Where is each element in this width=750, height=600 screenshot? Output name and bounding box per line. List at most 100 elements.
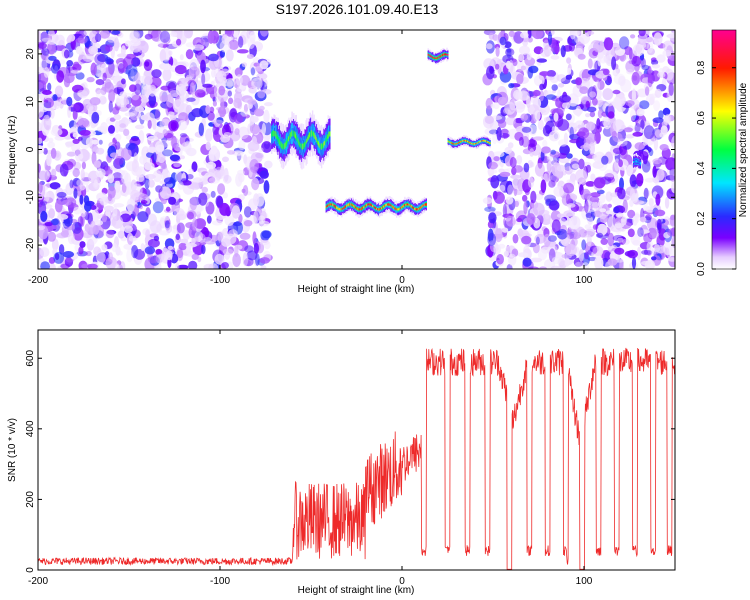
signal-cell — [434, 57, 436, 59]
signal-cell — [459, 141, 461, 144]
noise-cell — [62, 251, 75, 258]
noise-cell — [114, 133, 122, 141]
noise-cell — [497, 96, 507, 105]
noise-cell — [648, 198, 654, 207]
noise-cell — [601, 155, 609, 165]
signal-cell — [405, 203, 408, 206]
noise-cell — [509, 99, 517, 111]
noise-cell — [157, 38, 164, 48]
signal-cell — [337, 207, 340, 210]
noise-cell — [607, 232, 615, 247]
noise-cell — [125, 135, 131, 140]
noise-cell — [610, 250, 616, 261]
noise-cell — [192, 217, 198, 231]
noise-cell — [587, 58, 593, 69]
noise-cell — [63, 49, 70, 59]
noise-cell — [543, 117, 549, 123]
noise-cell — [43, 147, 48, 155]
noise-cell — [531, 30, 544, 40]
noise-cell — [527, 176, 535, 188]
noise-cell — [578, 249, 584, 262]
signal-cell — [454, 143, 457, 145]
signal-cell — [373, 205, 375, 208]
noise-cell — [198, 192, 208, 206]
noise-cell — [243, 206, 252, 218]
noise-cell — [38, 66, 46, 75]
noise-cell — [171, 135, 178, 149]
noise-cell — [496, 253, 504, 265]
noise-cell — [260, 265, 267, 269]
noise-cell — [622, 199, 628, 213]
signal-cell — [336, 206, 338, 209]
noise-cell — [114, 180, 121, 193]
signal-cell — [275, 132, 278, 139]
noise-cell — [639, 100, 650, 110]
noise-cell — [69, 179, 74, 189]
noise-cell — [222, 228, 230, 237]
signal-cell — [316, 138, 319, 144]
signal-cell — [337, 207, 339, 210]
noise-cell — [546, 155, 553, 160]
noise-cell — [631, 256, 637, 269]
noise-cell — [160, 162, 167, 170]
noise-cell — [165, 206, 171, 212]
noise-cell — [222, 192, 228, 199]
noise-cell — [614, 247, 625, 255]
noise-cell — [579, 86, 589, 94]
noise-cell — [180, 155, 185, 160]
signal-cell — [342, 207, 345, 210]
signal-cell — [472, 143, 475, 145]
noise-cell — [41, 124, 50, 136]
noise-cell — [79, 194, 84, 205]
noise-cell — [534, 110, 541, 121]
signal-cell — [454, 143, 456, 145]
noise-cell — [130, 189, 141, 201]
noise-cell — [72, 132, 78, 138]
noise-cell — [71, 221, 83, 234]
noise-cell — [264, 102, 273, 107]
noise-cell — [637, 227, 644, 238]
signal-cell — [290, 132, 292, 137]
noise-cell — [95, 79, 105, 86]
noise-cell — [90, 62, 97, 76]
noise-cell — [622, 238, 630, 245]
signal-cell — [280, 140, 282, 147]
signal-cell — [486, 140, 488, 143]
signal-cell — [387, 203, 389, 206]
snr-y-ticks: 0 200 400 600 — [25, 349, 675, 573]
noise-cell — [595, 80, 601, 92]
noise-cell — [162, 68, 172, 82]
noise-cell — [493, 191, 505, 204]
noise-cell — [38, 106, 44, 118]
noise-cell — [586, 76, 594, 87]
noise-cell — [214, 253, 225, 265]
noise-cell — [199, 71, 211, 83]
signal-cell — [487, 141, 489, 143]
noise-cell — [653, 244, 661, 253]
noise-cell — [125, 64, 138, 77]
noise-cell — [119, 91, 127, 97]
noise-cell — [215, 83, 227, 88]
noise-cell — [593, 177, 606, 189]
noise-cell — [263, 79, 268, 87]
noise-cell — [518, 53, 525, 62]
noise-cell — [567, 34, 579, 46]
signal-cell — [456, 142, 458, 145]
y-tick-label: -20 — [25, 237, 36, 252]
noise-cell — [495, 63, 500, 70]
noise-cell — [251, 77, 263, 90]
noise-cell — [593, 40, 605, 53]
noise-cell — [51, 238, 59, 251]
y-tick-label: -10 — [25, 190, 36, 205]
noise-cell — [627, 228, 635, 238]
noise-cell — [597, 200, 602, 207]
signal-cell — [328, 203, 331, 206]
noise-cell — [517, 252, 529, 258]
noise-cell — [654, 209, 666, 217]
noise-cell — [86, 152, 91, 160]
noise-cell — [551, 219, 561, 234]
noise-cell — [85, 137, 94, 147]
noise-cell — [73, 102, 84, 113]
noise-cell — [512, 165, 523, 173]
noise-cell — [175, 233, 180, 240]
